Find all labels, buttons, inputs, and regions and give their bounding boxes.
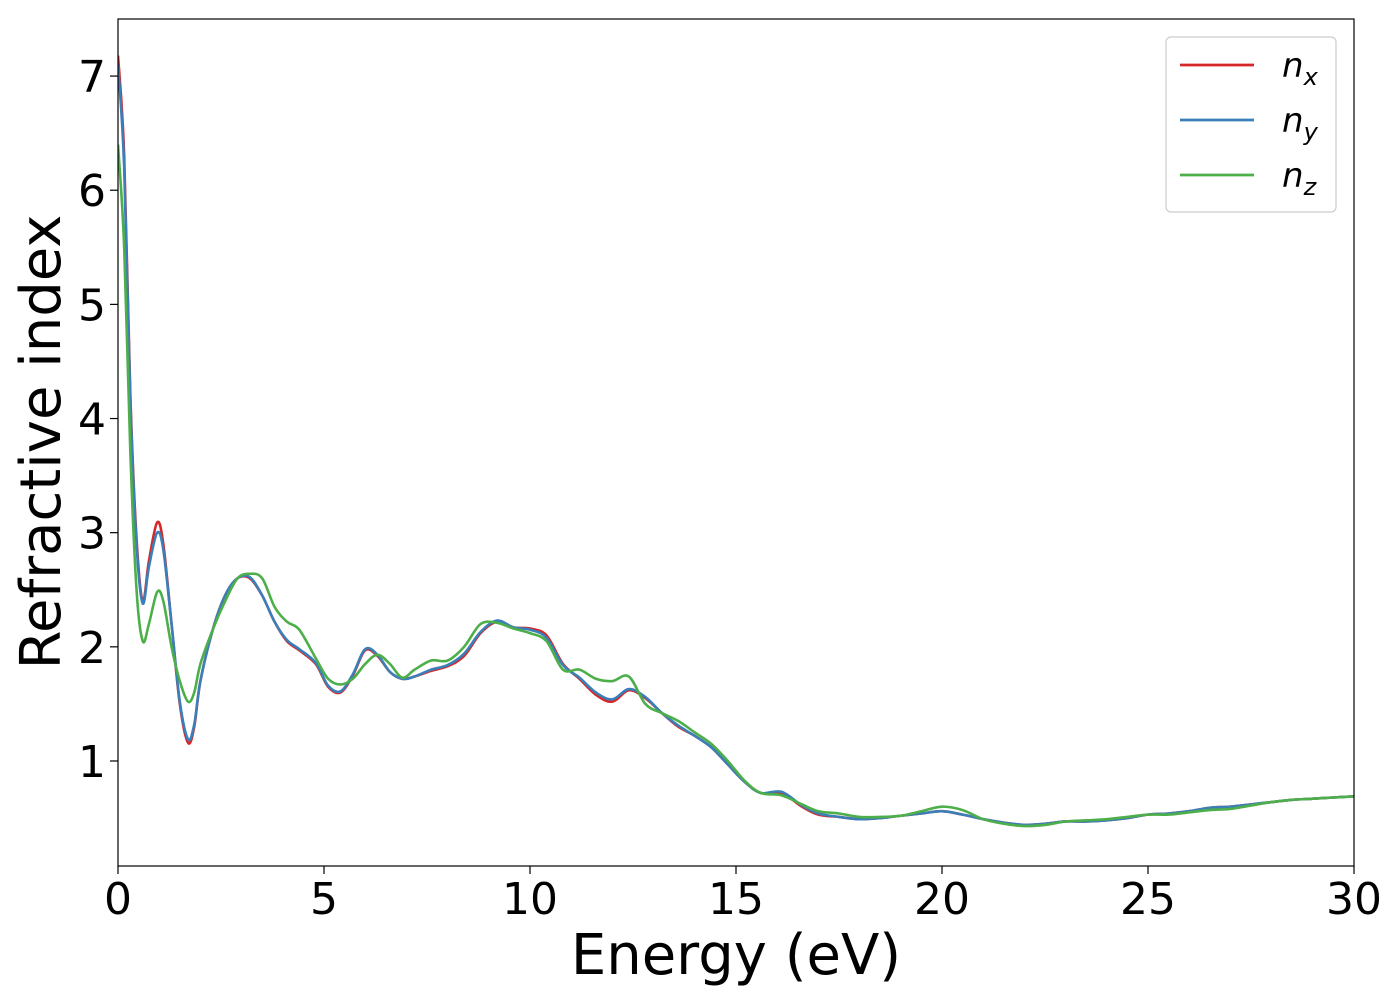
legend: nx ny nz <box>1165 36 1337 213</box>
y-tick-label: 3 <box>78 509 106 560</box>
x-tick-label: 25 <box>1120 874 1176 925</box>
x-tick-label: 20 <box>914 874 970 925</box>
series-line-n-z <box>118 144 1354 828</box>
y-tick-label: 2 <box>78 623 106 674</box>
series-layer <box>118 55 1354 828</box>
legend-label-n-z: nz <box>1282 156 1318 201</box>
y-tick-label: 7 <box>78 52 106 103</box>
x-tick-label: 5 <box>310 874 338 925</box>
y-axis-label: Refractive index <box>9 215 74 670</box>
legend-box <box>1165 36 1337 213</box>
x-tick-label: 0 <box>104 874 132 925</box>
x-tick-label: 30 <box>1326 874 1382 925</box>
y-tick-label: 5 <box>78 280 106 331</box>
x-axis-label: Energy (eV) <box>571 923 901 988</box>
y-tick-label: 4 <box>78 395 106 446</box>
y-tick-label: 1 <box>78 737 106 788</box>
y-tick-label: 6 <box>78 166 106 217</box>
legend-label-n-x: nx <box>1282 46 1319 91</box>
x-tick-label: 10 <box>502 874 558 925</box>
legend-items: nx ny nz <box>1180 46 1319 201</box>
y-axis-ticks: 1 2 3 4 5 6 7 <box>78 52 118 788</box>
x-axis-ticks: 0 5 10 15 20 25 30 <box>104 866 1382 925</box>
x-tick-label: 15 <box>708 874 764 925</box>
legend-label-n-y: ny <box>1282 101 1319 146</box>
